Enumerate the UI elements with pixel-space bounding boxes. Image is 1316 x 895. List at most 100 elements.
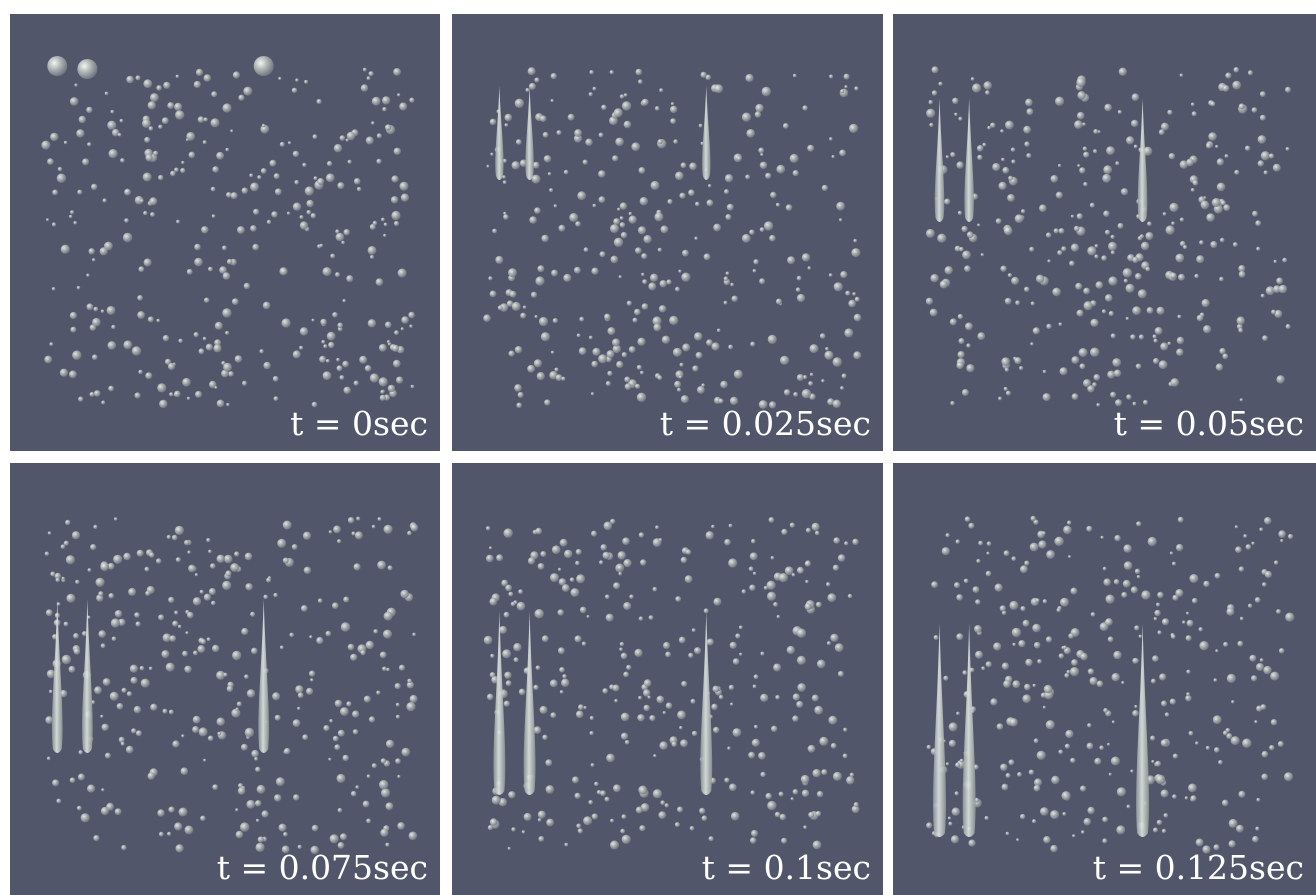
bubble (283, 558, 289, 564)
bubble (1043, 836, 1050, 843)
frame-panel: t = 0.1sec (452, 463, 883, 895)
bubble (779, 792, 784, 797)
bubble (335, 272, 340, 277)
bubble (115, 610, 122, 617)
bubble (131, 677, 138, 684)
bubble (49, 690, 53, 694)
bubble (169, 392, 173, 396)
bubble (1087, 723, 1091, 727)
bubble (964, 265, 971, 272)
bubble (211, 91, 217, 97)
bubble (293, 151, 299, 157)
bubble (1273, 164, 1281, 172)
bubble (618, 572, 622, 576)
bubble (402, 748, 411, 757)
bubble (156, 319, 160, 323)
bubble (1109, 773, 1112, 776)
bubble (234, 551, 239, 556)
bubble (236, 831, 244, 839)
bubble (192, 726, 199, 733)
bubble (262, 124, 265, 127)
bubble (47, 158, 54, 165)
bubble (158, 125, 162, 129)
bubble (1103, 578, 1111, 586)
bubble (232, 298, 239, 305)
bubble (381, 218, 385, 222)
bubble (641, 253, 647, 259)
bubble (793, 170, 799, 176)
bubble (780, 814, 786, 820)
bubble (1196, 839, 1204, 847)
bubble (673, 139, 678, 144)
bubble (624, 121, 632, 129)
bubble (237, 702, 242, 707)
bubble (559, 225, 566, 232)
bubble (975, 651, 983, 659)
bubble (550, 680, 558, 688)
bubble (1132, 710, 1139, 717)
bubble (149, 552, 154, 557)
bubble (1062, 812, 1066, 816)
bubble (1156, 775, 1165, 784)
bubble (620, 642, 624, 646)
bubble (370, 255, 374, 259)
bubble (184, 666, 191, 673)
bubble (162, 117, 169, 124)
bubble (746, 129, 755, 138)
bubble (638, 786, 647, 795)
bubble (209, 588, 216, 595)
bubble (66, 594, 75, 603)
bubble (1154, 339, 1158, 343)
bubble (852, 292, 856, 296)
bubble (1170, 699, 1176, 705)
bubble (981, 253, 984, 256)
bubble (1020, 606, 1025, 611)
bubble (1099, 745, 1104, 750)
bubble (1093, 129, 1098, 134)
bubble (844, 74, 850, 80)
bubble (926, 229, 935, 238)
bubble (821, 379, 824, 382)
bubble (126, 76, 134, 84)
bubble (144, 259, 152, 267)
bubble (1115, 161, 1119, 165)
bubble (739, 653, 742, 656)
bubble (82, 158, 89, 165)
bubble (384, 223, 388, 227)
bubble (679, 637, 686, 644)
bubble (544, 155, 551, 162)
bubble (613, 685, 620, 692)
bubble (369, 716, 375, 722)
bubble (199, 727, 208, 736)
bubble (1255, 220, 1261, 226)
bubble (522, 830, 525, 833)
bubble (590, 731, 594, 735)
bubble (1118, 110, 1122, 114)
bubble (213, 344, 221, 352)
bubble (607, 350, 615, 358)
bubble (548, 172, 551, 175)
bubble (230, 129, 233, 132)
bubble (536, 665, 541, 670)
bubble (1108, 276, 1117, 285)
bubble (1002, 784, 1009, 791)
bubble (1258, 135, 1267, 144)
bubble (826, 582, 830, 586)
bubble (176, 557, 181, 562)
bubble (1016, 838, 1019, 841)
bubble (212, 166, 219, 173)
bubble (335, 700, 342, 707)
bubble (280, 646, 284, 650)
bubble (701, 383, 705, 387)
bubble (1002, 167, 1009, 174)
bubble (397, 775, 400, 778)
bubble (143, 173, 152, 182)
bubble (1254, 720, 1257, 723)
bubble (52, 287, 56, 291)
bubble (295, 78, 298, 81)
bubble (411, 385, 415, 389)
bubble (558, 568, 561, 571)
bubble (1218, 760, 1223, 765)
bubble (70, 327, 76, 333)
bubble (990, 123, 995, 128)
